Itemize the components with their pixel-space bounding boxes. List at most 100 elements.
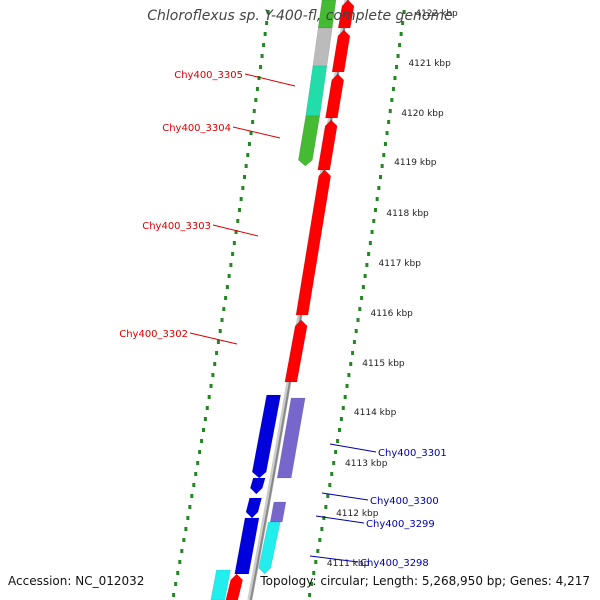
ruler-dot [249, 131, 253, 135]
gene-label-leader [329, 443, 377, 453]
ruler-dot [232, 241, 236, 245]
ruler-dot [229, 263, 233, 267]
ruler-dot [188, 505, 192, 509]
ruler-dot [314, 560, 318, 564]
ruler-dot [246, 153, 250, 157]
ruler-dot [370, 230, 374, 234]
ruler-dot [324, 505, 328, 509]
cds-forward-b [331, 29, 351, 73]
cds-forward-c [325, 73, 345, 119]
ruler-dot [383, 142, 387, 146]
gene-label: Chy400_3305 [174, 70, 243, 81]
ruler-dot [310, 582, 314, 586]
ruler-dot [378, 175, 382, 179]
kbp-tick-label: 4120 kbp [401, 109, 444, 119]
gene-label-leader [244, 73, 296, 87]
kbp-tick-label: 4115 kbp [362, 359, 405, 369]
kbp-tick-label: 4111 kbp [327, 559, 370, 569]
ruler-dot [174, 582, 178, 586]
gene-chy400-3300 [249, 477, 266, 495]
ruler-dot [266, 10, 270, 14]
ruler-dot [255, 87, 259, 91]
ruler-dot [265, 21, 269, 25]
gene-chy400-3299-inner [245, 497, 262, 519]
ruler-dot [380, 164, 384, 168]
ruler-dot [401, 21, 405, 25]
gene-chy400-3302 [284, 319, 308, 383]
ruler-dot [363, 274, 367, 278]
gene-chy400-3298 [258, 521, 281, 575]
gene-label-leader [321, 492, 369, 501]
ruler-dot [345, 384, 349, 388]
ruler-dot [396, 54, 400, 58]
ruler-dot [393, 76, 397, 80]
ruler-dot [336, 439, 340, 443]
gene-blue-lower [234, 517, 260, 575]
ruler-dot [375, 197, 379, 201]
genome-title: Chloroflexus sp. Y-400-fl, complete geno… [147, 8, 453, 24]
ruler-dot [361, 285, 365, 289]
ruler-dot [192, 483, 196, 487]
ruler-dot [198, 450, 202, 454]
ruler-dot [312, 571, 316, 575]
ruler-dot [186, 516, 190, 520]
ruler-dot [194, 472, 198, 476]
ruler-dot [351, 351, 355, 355]
gene-label: Chy400_3302 [119, 329, 188, 340]
ruler-dot [358, 307, 362, 311]
ruler-dot [326, 494, 330, 498]
ruler-dot [201, 428, 205, 432]
ruler-dot [251, 120, 255, 124]
ruler-dot [239, 197, 243, 201]
ruler-dot [259, 65, 263, 69]
gene-label: Chy400_3298 [360, 558, 429, 569]
ruler-dot [390, 98, 394, 102]
ruler-dot [236, 219, 240, 223]
ruler-dot [242, 175, 246, 179]
ruler-dot [352, 340, 356, 344]
gene-chy400-3301 [276, 397, 306, 479]
ruler-dot [209, 384, 213, 388]
ruler-dot [330, 472, 334, 476]
ruler-left [172, 10, 270, 597]
ruler-dot [178, 560, 182, 564]
ruler-dot [360, 296, 364, 300]
ruler-dot [387, 120, 391, 124]
ruler-dot [218, 329, 222, 333]
kbp-tick-label: 4118 kbp [386, 209, 429, 219]
ruler-dot [308, 593, 312, 597]
ruler-dot [341, 406, 345, 410]
ruler-dot [372, 219, 376, 223]
topology-text: Topology: circular; Length: 5,268,950 bp… [260, 574, 590, 588]
ruler-dot [247, 142, 251, 146]
gene-green-top [317, 0, 337, 29]
ruler-dot [343, 395, 347, 399]
ruler-dot [216, 340, 220, 344]
ruler-dot [176, 571, 180, 575]
cds-forward-d [317, 119, 338, 171]
ruler-dot [322, 516, 326, 520]
gene-label: Chy400_3303 [142, 221, 211, 232]
accession-text: Accession: NC_012032 [8, 574, 145, 588]
ruler-dot [172, 593, 176, 597]
ruler-dot [377, 186, 381, 190]
ruler-dot [368, 241, 372, 245]
ruler-dot [222, 307, 226, 311]
gene-label-leader [232, 126, 281, 139]
gene-label: Chy400_3299 [366, 519, 435, 530]
ruler-dot [260, 54, 264, 58]
gene-label: Chy400_3300 [370, 496, 439, 507]
ruler-dot [356, 318, 360, 322]
ruler-dot [182, 538, 186, 542]
gene-label-leader [309, 555, 359, 563]
gene-chy400-3299 [269, 501, 287, 523]
ruler-dot [395, 65, 399, 69]
ruler-dot [215, 351, 219, 355]
kbp-tick-label: 4116 kbp [370, 309, 413, 319]
gene-label-leader [212, 224, 259, 237]
ruler-dot [252, 109, 256, 113]
ruler-dot [337, 428, 341, 432]
ruler-dot [402, 10, 406, 14]
ruler-dot [263, 32, 267, 36]
ruler-dot [385, 131, 389, 135]
